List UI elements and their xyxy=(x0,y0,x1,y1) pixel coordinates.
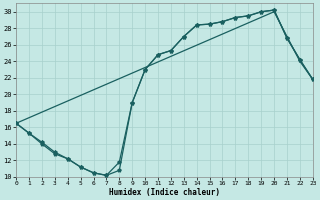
X-axis label: Humidex (Indice chaleur): Humidex (Indice chaleur) xyxy=(109,188,220,197)
